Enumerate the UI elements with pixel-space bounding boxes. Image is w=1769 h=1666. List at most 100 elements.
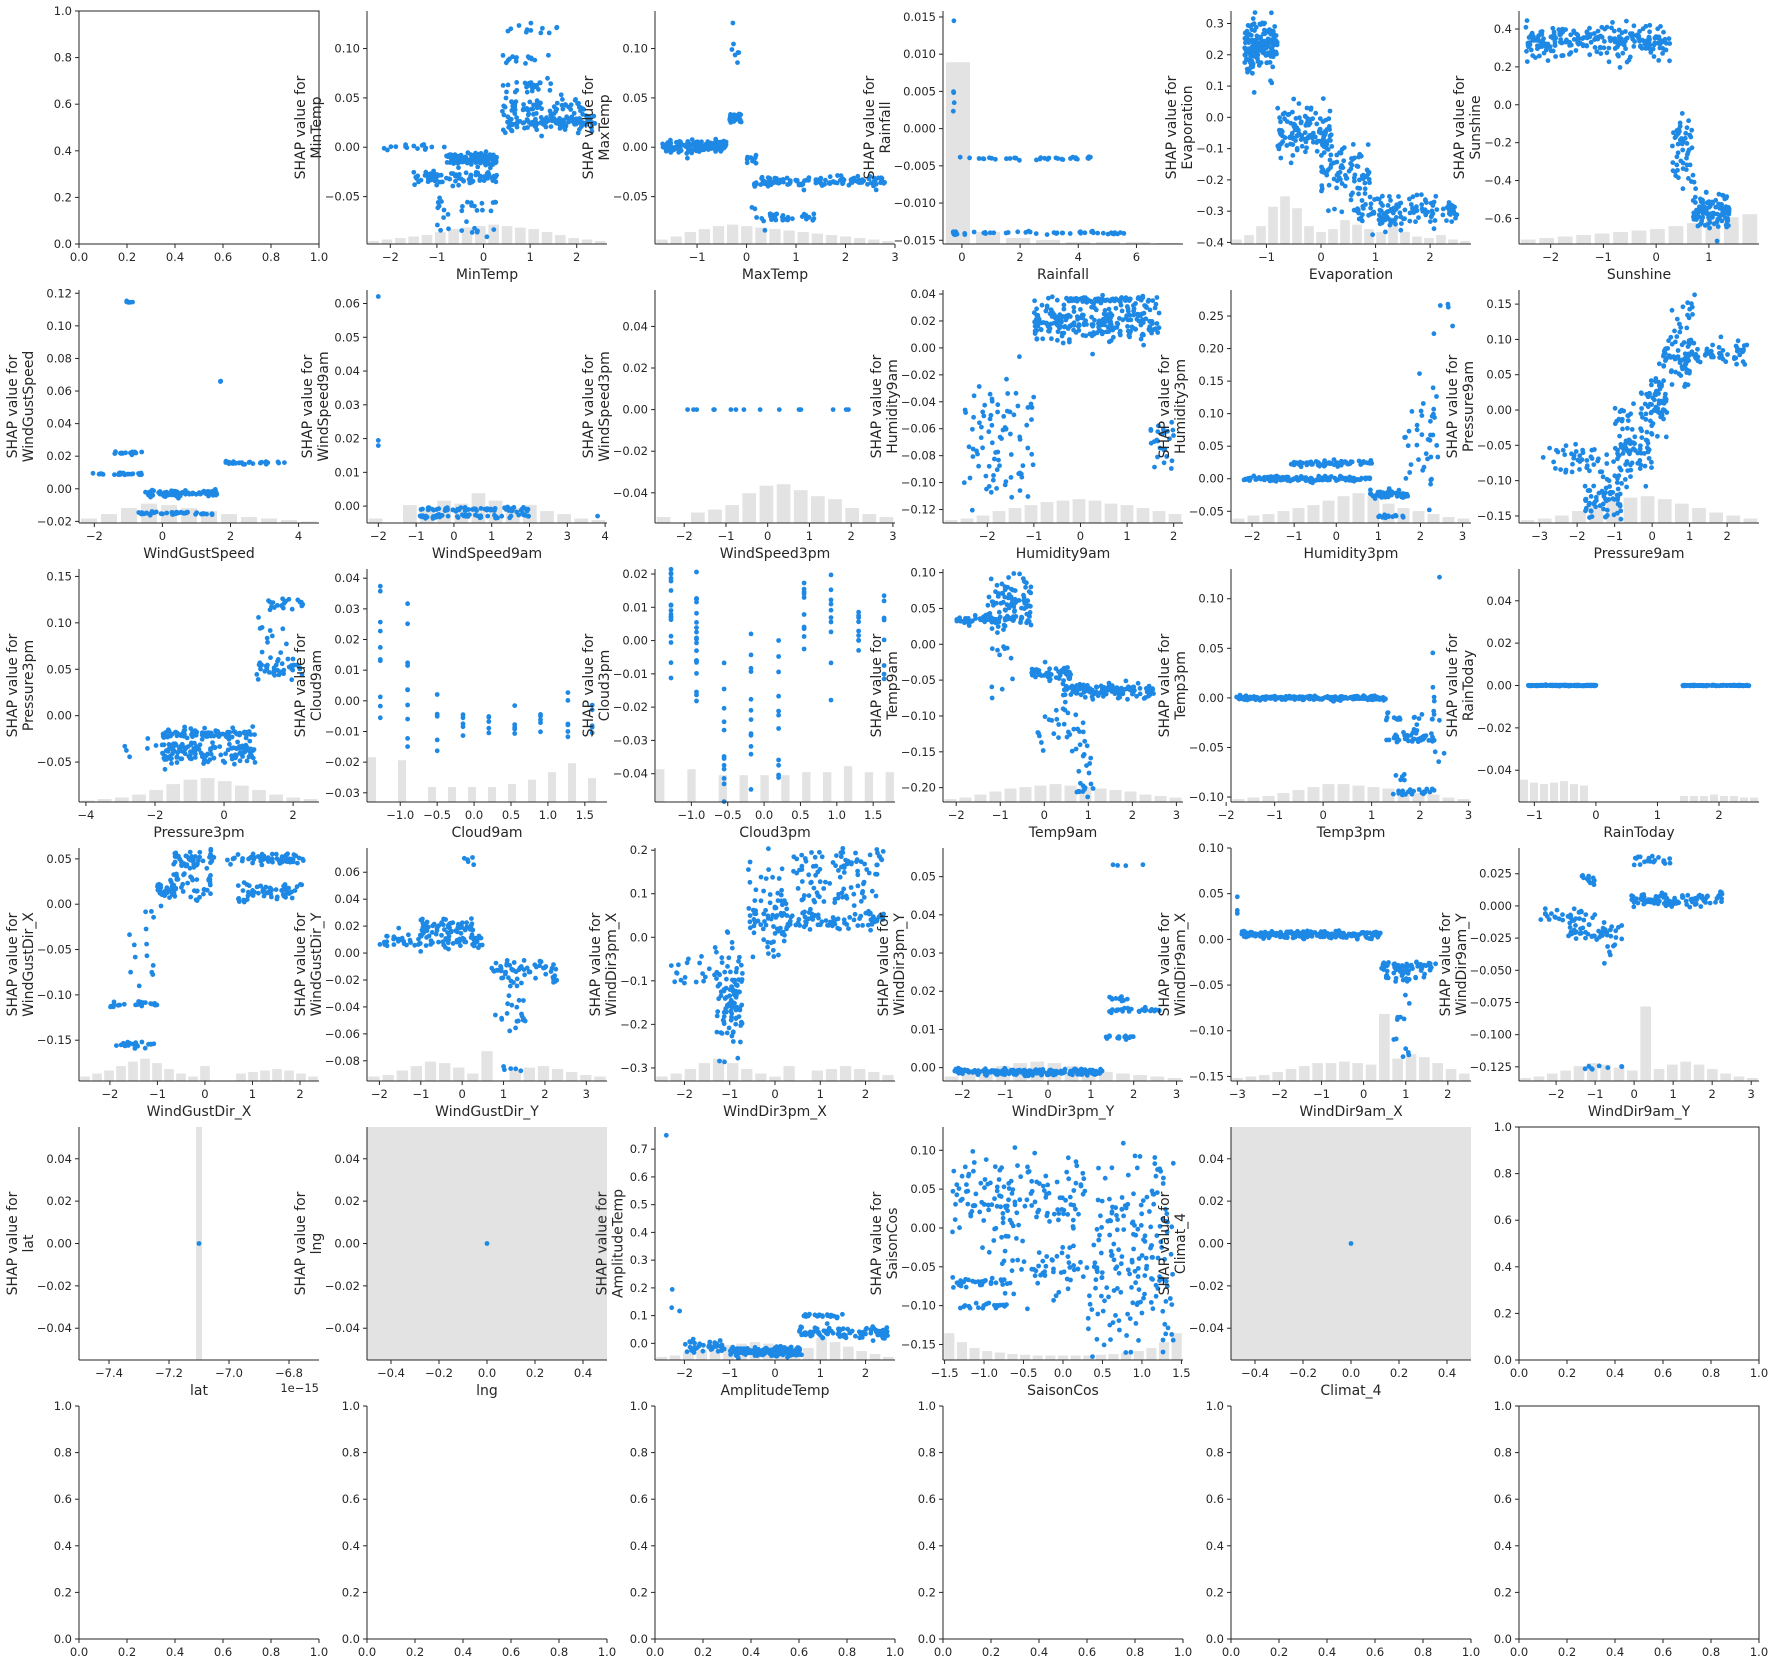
scatter-point <box>218 752 224 758</box>
histogram-bar <box>448 229 459 244</box>
histogram-bar <box>1352 785 1365 802</box>
scatter-point <box>226 459 232 465</box>
y-tick-label: −0.10 <box>1477 474 1512 488</box>
y-axis-label: WindGustSpeed <box>21 351 37 463</box>
scatter-point <box>512 731 518 736</box>
y-axis-label: MinTemp <box>309 96 325 158</box>
scatter-point <box>1310 130 1316 136</box>
y-tick-label: −0.20 <box>901 781 936 795</box>
scatter-point <box>1429 413 1435 419</box>
y-axis-label-prefix: SHAP value for <box>869 633 885 737</box>
scatter-point <box>1380 193 1385 199</box>
scatter-point <box>565 690 571 695</box>
scatter-point <box>776 654 781 659</box>
y-axis-label-prefix: SHAP value for <box>862 75 878 179</box>
scatter-point <box>565 698 571 703</box>
scatter-point <box>1255 56 1260 61</box>
scatter-point <box>1684 370 1690 375</box>
scatter-point <box>1268 78 1273 84</box>
scatter-point <box>1552 43 1558 48</box>
scatter-point <box>1113 305 1119 311</box>
scatter-point <box>189 740 194 746</box>
scatter-point <box>1670 143 1675 149</box>
scatter-point <box>1262 20 1267 26</box>
scatter-point <box>454 514 460 519</box>
scatter-point <box>1595 28 1601 34</box>
scatter-point <box>1143 304 1149 309</box>
y-tick-label: 0.2 <box>54 190 72 204</box>
scatter-point <box>1648 50 1654 55</box>
scatter-point <box>592 121 598 126</box>
scatter-point <box>1719 202 1724 207</box>
scatter-point <box>122 743 128 749</box>
scatter-point <box>774 176 779 181</box>
scatter-point <box>1289 130 1295 136</box>
scatter-point <box>1628 474 1633 479</box>
scatter-point <box>377 715 383 721</box>
histogram-bar <box>1034 785 1047 802</box>
scatter-point <box>1277 115 1282 121</box>
x-tick-label: 0 <box>764 529 771 543</box>
x-tick-label: 0.4 <box>166 250 184 264</box>
subplot-humidity9am: −2 −1 0 1 2−0.12−0.10−0.08−0.06−0.04−0.020.0… <box>869 287 1183 562</box>
scatter-point <box>1677 123 1683 129</box>
scatter-point <box>129 449 135 455</box>
scatter-point <box>1414 442 1420 448</box>
scatter-point <box>735 50 741 55</box>
scatter-point <box>668 602 674 608</box>
scatter-point <box>675 140 681 146</box>
scatter-point <box>694 620 699 625</box>
scatter-point <box>996 619 1002 625</box>
scatter-point <box>1703 190 1709 195</box>
scatter-point <box>1585 488 1591 493</box>
scatter-point <box>988 489 994 495</box>
scatter-point <box>1679 357 1685 363</box>
scatter-point <box>520 120 526 126</box>
scatter-point <box>1253 48 1259 53</box>
scatter-point <box>721 781 727 787</box>
scatter-point <box>1620 426 1625 432</box>
y-tick-label: −0.04 <box>613 486 648 500</box>
scatter-point <box>1003 479 1009 484</box>
scatter-point <box>1400 514 1406 520</box>
scatter-point <box>265 662 270 668</box>
scatter-point <box>538 720 543 726</box>
scatter-point <box>1734 345 1740 351</box>
scatter-point <box>460 712 466 718</box>
y-tick-label: 0.00 <box>622 140 648 154</box>
scatter-point <box>96 471 102 477</box>
scatter-point <box>145 746 150 751</box>
scatter-point <box>971 229 977 235</box>
scatter-point <box>1356 191 1361 197</box>
scatter-point <box>415 173 421 179</box>
scatter-point <box>735 60 740 65</box>
scatter-point <box>505 82 511 88</box>
y-tick-label: 0.10 <box>1198 407 1224 421</box>
scatter-point <box>1640 37 1645 43</box>
scatter-point <box>1276 144 1282 150</box>
scatter-point <box>1056 722 1062 727</box>
histogram-bar <box>1743 518 1758 523</box>
scatter-point <box>1710 214 1715 220</box>
scatter-point <box>1017 354 1022 360</box>
scatter-point <box>1674 334 1680 339</box>
scatter-point <box>1453 215 1458 221</box>
x-tick-label: −1 <box>428 250 445 264</box>
scatter-point <box>1243 47 1248 52</box>
scatter-point <box>113 449 118 455</box>
scatter-point <box>1309 476 1315 481</box>
x-tick-label: 0.5 <box>502 808 520 822</box>
y-tick-label: −0.01 <box>325 724 360 738</box>
scatter-point <box>1326 116 1332 122</box>
y-tick-label: 0.10 <box>46 616 72 630</box>
scatter-point <box>954 618 960 624</box>
scatter-point <box>1686 147 1692 153</box>
histogram-bar <box>823 772 832 802</box>
histogram-bar <box>712 226 725 244</box>
scatter-point <box>995 624 1001 629</box>
scatter-point <box>1277 129 1283 134</box>
scatter-point <box>1595 34 1601 40</box>
scatter-point <box>178 744 184 750</box>
scatter-point <box>377 619 383 625</box>
